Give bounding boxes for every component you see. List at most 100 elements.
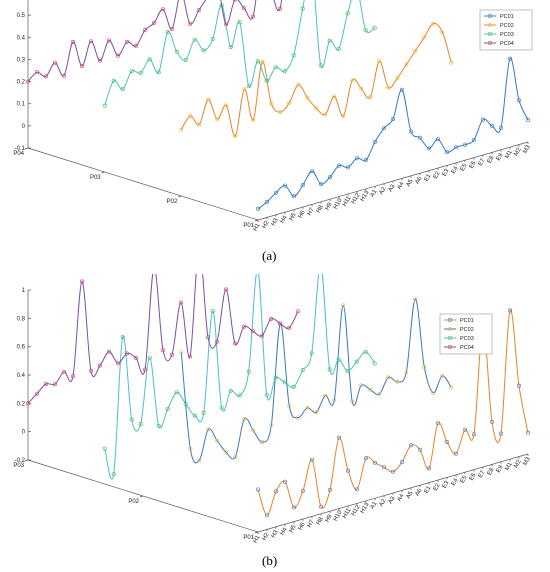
data-point bbox=[516, 383, 521, 388]
data-point bbox=[372, 361, 377, 366]
data-point bbox=[332, 398, 337, 403]
data-point bbox=[228, 388, 233, 393]
data-point bbox=[188, 446, 193, 451]
data-point bbox=[102, 103, 107, 108]
data-point bbox=[395, 76, 400, 81]
depth-tick-mark bbox=[24, 147, 29, 150]
data-point bbox=[341, 303, 346, 308]
series-PC04 bbox=[25, 0, 283, 84]
panel-label-b: (b) bbox=[262, 553, 278, 568]
series-PC01 bbox=[255, 56, 530, 211]
data-point bbox=[147, 57, 152, 62]
data-point bbox=[305, 95, 310, 100]
data-point bbox=[377, 59, 382, 64]
data-point bbox=[161, 348, 166, 353]
x-tick-label: E7 bbox=[478, 157, 487, 167]
data-point bbox=[444, 150, 449, 155]
x-tick-label: M3 bbox=[522, 144, 532, 155]
data-point bbox=[462, 142, 467, 147]
depth-axis-line-a bbox=[27, 147, 259, 221]
x-tick-label: M1 bbox=[504, 461, 514, 472]
z-tick-label: 0 bbox=[22, 124, 26, 130]
data-point bbox=[264, 199, 269, 204]
data-point bbox=[309, 351, 314, 356]
data-point bbox=[206, 427, 211, 432]
series-line bbox=[257, 309, 529, 516]
data-point bbox=[251, 14, 256, 19]
data-point bbox=[359, 86, 364, 91]
data-point bbox=[242, 6, 247, 11]
series-line bbox=[257, 58, 529, 210]
data-point bbox=[201, 410, 206, 415]
data-point bbox=[386, 375, 391, 380]
x-tick-label: H5 bbox=[289, 212, 298, 222]
data-point bbox=[183, 401, 188, 406]
data-point bbox=[197, 122, 202, 127]
data-point bbox=[453, 145, 458, 150]
data-point bbox=[435, 137, 440, 142]
x-tick-label: H11 bbox=[342, 195, 353, 208]
x-tick-label: H3 bbox=[271, 217, 280, 227]
data-point bbox=[102, 446, 107, 451]
z-tick-label: 0.2 bbox=[17, 401, 26, 407]
data-point bbox=[125, 351, 130, 356]
series-PC02 bbox=[179, 296, 454, 464]
data-point bbox=[273, 375, 278, 380]
legend-entry: PC02 bbox=[460, 327, 474, 333]
x-tick-label: H7 bbox=[307, 519, 316, 529]
z-tick-label: 0.6 bbox=[17, 345, 26, 351]
data-point bbox=[80, 279, 85, 284]
depth-tick-label: P04 bbox=[13, 151, 24, 157]
data-point bbox=[143, 367, 148, 372]
depth-tick-mark bbox=[254, 219, 259, 222]
data-point bbox=[327, 487, 332, 492]
data-point bbox=[363, 158, 368, 163]
x-tick-label: E4 bbox=[451, 165, 460, 175]
series-PC03 bbox=[102, 274, 377, 480]
x-tick-label: E9 bbox=[496, 464, 505, 474]
data-point bbox=[282, 69, 287, 74]
series-line bbox=[180, 298, 452, 464]
x-tick-label: H9 bbox=[325, 513, 334, 523]
x-tick-label: H3 bbox=[271, 529, 280, 539]
data-point bbox=[233, 134, 238, 139]
x-tick-label: H12 bbox=[351, 504, 362, 517]
data-point bbox=[273, 65, 278, 70]
data-point bbox=[120, 87, 125, 92]
data-point bbox=[323, 112, 328, 117]
data-point bbox=[188, 113, 193, 118]
data-point bbox=[138, 71, 143, 76]
data-point bbox=[489, 419, 494, 424]
depth-tick-mark bbox=[178, 195, 182, 198]
data-point bbox=[277, 6, 282, 11]
data-point bbox=[480, 117, 485, 122]
data-point bbox=[332, 94, 337, 99]
x-tick-label: E5 bbox=[460, 474, 469, 484]
data-point bbox=[43, 74, 48, 79]
data-point bbox=[336, 435, 341, 440]
data-point bbox=[372, 139, 377, 144]
data-point bbox=[251, 117, 256, 122]
data-point bbox=[116, 53, 121, 58]
data-point bbox=[295, 309, 300, 314]
data-point bbox=[323, 393, 328, 398]
x-tick-label: H8 bbox=[316, 516, 325, 526]
x-tick-label: E9 bbox=[496, 152, 505, 162]
x-tick-label: H7 bbox=[307, 207, 316, 217]
x-tick-label: A1 bbox=[370, 500, 379, 510]
data-point bbox=[107, 349, 112, 354]
data-point bbox=[354, 156, 359, 161]
series-line bbox=[27, 0, 283, 82]
data-point bbox=[431, 390, 436, 395]
z-tick-label: 0.5 bbox=[17, 13, 26, 19]
data-point bbox=[305, 405, 310, 410]
data-point bbox=[287, 100, 292, 105]
data-point bbox=[89, 39, 94, 44]
x-tick-label: H6 bbox=[298, 209, 307, 219]
data-point bbox=[525, 430, 530, 435]
data-point bbox=[525, 117, 530, 122]
depth-tick-label: P01 bbox=[243, 223, 254, 229]
series-line bbox=[104, 0, 375, 106]
data-point bbox=[516, 98, 521, 103]
x-tick-label: E3 bbox=[442, 168, 451, 178]
